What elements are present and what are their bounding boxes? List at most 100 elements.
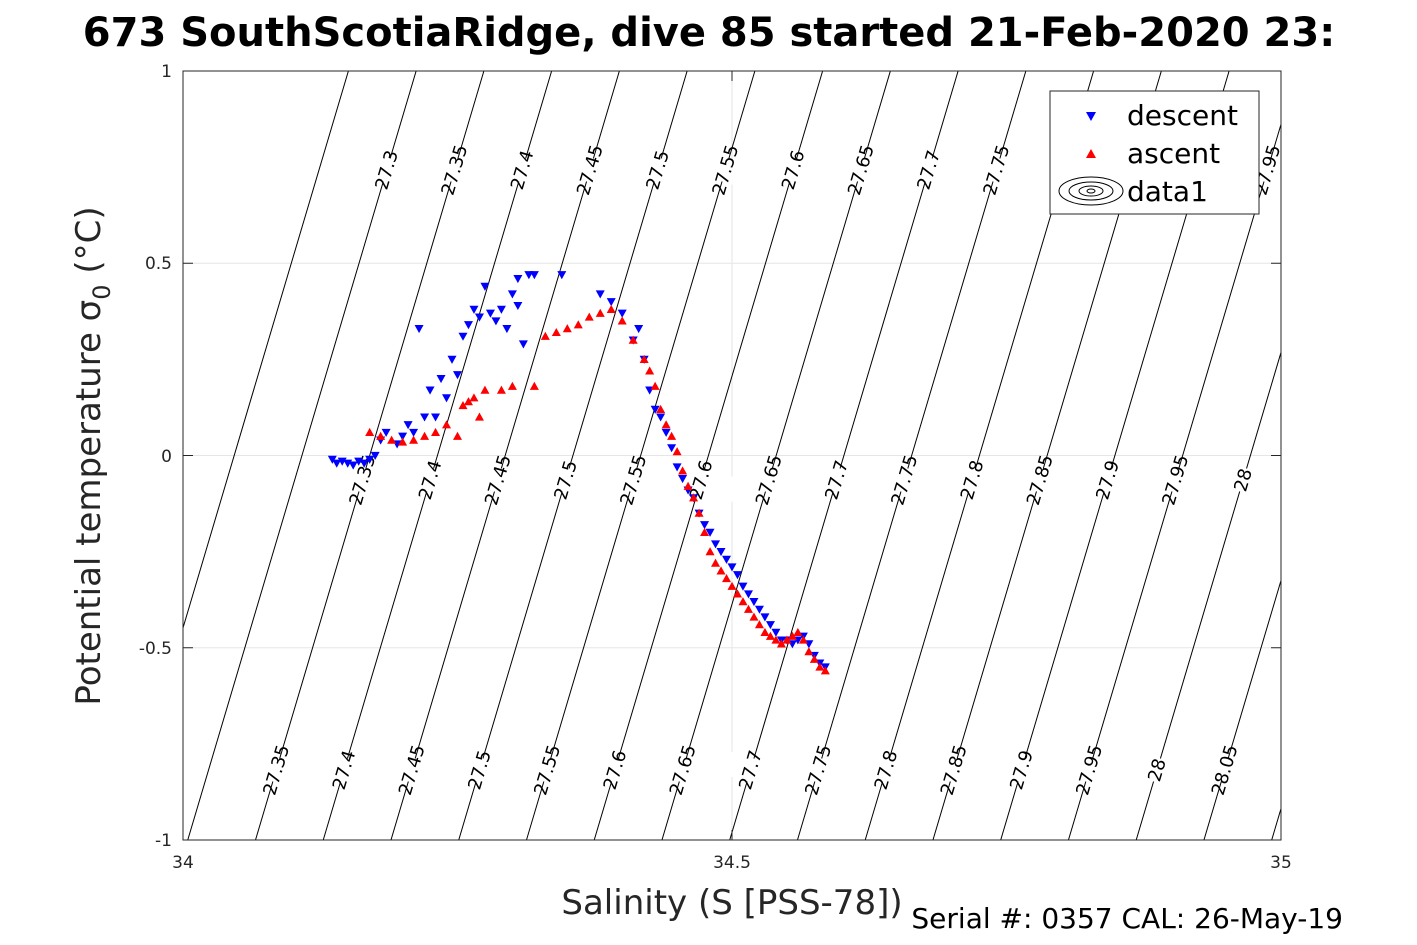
serial-calibration-label: Serial #: 0357 CAL: 26-May-19	[911, 902, 1343, 935]
y-tick-labels: 1 0.5 0 -0.5 -1	[139, 62, 172, 851]
descent-point	[650, 405, 660, 414]
descent-point	[661, 428, 671, 437]
descent-point	[678, 474, 688, 484]
contour-label-bg	[348, 148, 425, 192]
descent-point	[754, 605, 764, 614]
legend-descent-label: descent	[1127, 99, 1238, 132]
descent-point	[760, 613, 770, 622]
ascent-point	[661, 420, 671, 429]
ascent-point	[689, 493, 699, 502]
contour-label-bg	[1069, 458, 1146, 502]
isopycnal-line	[390, 71, 620, 840]
ascent-point	[815, 662, 825, 671]
ascent-point	[700, 527, 710, 536]
descent-point	[513, 275, 523, 284]
ascent-point	[804, 647, 814, 656]
ascent-point	[716, 566, 726, 575]
ascent-point	[711, 558, 721, 567]
ascent-point	[760, 627, 770, 636]
y-axis-label-main: Potential temperature σ	[69, 300, 109, 706]
descent-point	[442, 394, 452, 403]
contour-label-bg	[373, 748, 450, 792]
ascent-point	[431, 427, 441, 437]
descent-point	[425, 386, 435, 395]
contour-label-bg	[798, 458, 875, 502]
ascent-point	[529, 381, 539, 390]
ascent-point	[732, 589, 742, 598]
axis-ticks	[182, 70, 1282, 841]
isopycnal-line	[255, 71, 485, 840]
x-tick-label: 35	[1270, 853, 1292, 873]
ascent-point	[420, 431, 430, 440]
descent-point	[732, 571, 742, 580]
ascent-point	[678, 466, 688, 475]
contour-label-bg	[306, 748, 382, 792]
ascent-point	[749, 612, 759, 621]
contour-label-bg	[890, 148, 967, 192]
ascent-point	[705, 547, 715, 556]
descent-point	[518, 340, 528, 349]
contour-label-bg	[866, 458, 943, 502]
ascent-point	[442, 420, 452, 429]
isopycnal-line	[661, 71, 891, 840]
isopycnal-line	[322, 71, 553, 840]
descent-point	[491, 317, 501, 326]
legend: descent ascent data1	[1049, 90, 1260, 215]
contour-label-bg	[644, 748, 721, 792]
contour-label-bg	[459, 458, 536, 502]
descent-point	[617, 309, 627, 318]
descent-point	[480, 282, 490, 291]
y-tick-label: -1	[155, 831, 172, 851]
y-tick-label: -0.5	[139, 639, 172, 659]
descent-point	[431, 413, 441, 422]
ascent-point	[365, 427, 375, 437]
descent-point	[365, 455, 375, 464]
descent-point	[436, 375, 446, 384]
ascent-point	[656, 404, 666, 413]
x-axis-label: Salinity (S [PSS-78])	[561, 883, 902, 923]
contour-label-bg	[755, 148, 832, 192]
contour-label-bg	[983, 748, 1060, 792]
descent-point	[743, 590, 753, 599]
ascent-point	[409, 435, 419, 444]
descent-point	[403, 421, 413, 430]
contour-label-bg	[324, 458, 401, 502]
y-axis-label-unit: (°C)	[69, 206, 109, 284]
contour-label-bg	[958, 148, 1035, 192]
descent-point	[700, 521, 710, 530]
contour-label-bg	[780, 748, 857, 792]
x-tick-labels: 34 34.5 35	[172, 853, 1292, 873]
ascent-point	[540, 331, 550, 340]
chart-title: 673 SouthScotiaRidge, dive 85 started 21…	[83, 10, 1335, 56]
descent-point	[327, 455, 337, 464]
data-series	[327, 271, 830, 675]
contour-label-bg	[577, 748, 653, 792]
ascent-point	[798, 635, 808, 644]
ascent-point	[617, 316, 627, 325]
legend-ascent-label: ascent	[1127, 137, 1220, 170]
descent-point	[507, 290, 517, 299]
ascent-point	[639, 354, 649, 363]
contour-label-bg	[1186, 748, 1263, 792]
isopycnal-line	[526, 71, 756, 840]
descent-point	[606, 298, 616, 307]
contour-label-bg	[712, 748, 789, 792]
ascent-point	[398, 437, 408, 446]
y-tick-label: 0.5	[145, 254, 172, 274]
isopycnal-line	[593, 71, 824, 840]
ascent-point	[496, 385, 506, 394]
ascent-point	[507, 381, 517, 390]
descent-point	[414, 325, 424, 334]
contour-label-bg	[1137, 458, 1214, 502]
descent-point	[453, 371, 462, 380]
descent-point	[667, 444, 677, 453]
ascent-point	[743, 604, 753, 613]
descent-point	[398, 432, 408, 441]
isopycnal-line	[458, 71, 688, 840]
contour-label-bg	[441, 748, 518, 792]
isopycnal-line	[1135, 350, 1281, 840]
ascent-point	[694, 508, 704, 517]
legend-data1-label: data1	[1127, 175, 1208, 208]
y-tick-label: 1	[161, 62, 172, 82]
y-axis-label: Potential temperature σ0 (°C)	[69, 206, 116, 705]
